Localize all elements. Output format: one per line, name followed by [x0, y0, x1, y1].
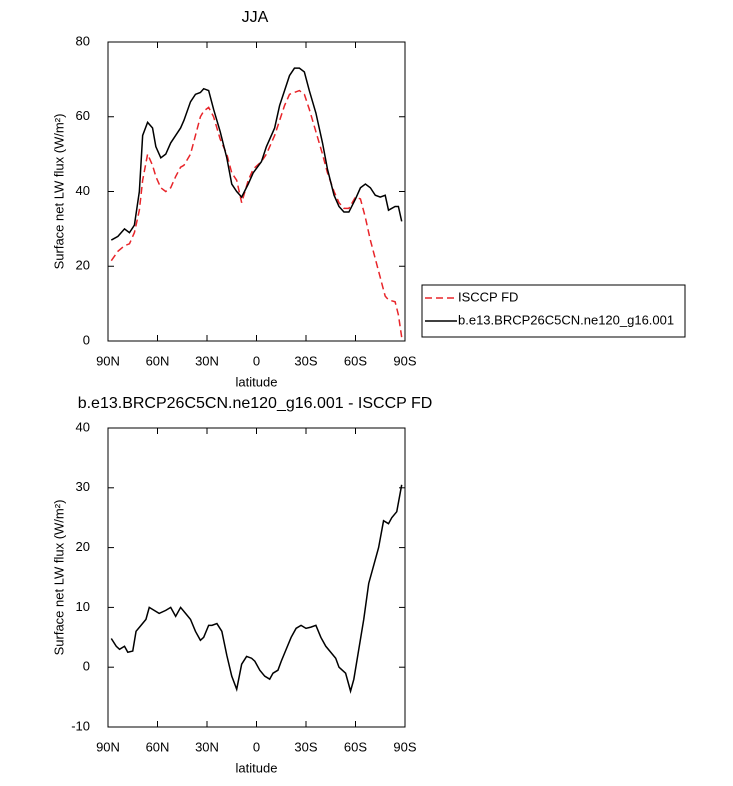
- data-line: [110, 484, 403, 694]
- y-tick-label: 30: [76, 479, 90, 494]
- x-tick-label: 90S: [393, 739, 416, 754]
- x-tick-label: 0: [253, 739, 260, 754]
- x-axis-label: latitude: [236, 374, 278, 389]
- plot-frame: [107, 41, 406, 342]
- plot-frame: [107, 427, 406, 728]
- chart-title: JJA: [242, 9, 269, 26]
- x-tick-label: 90S: [393, 353, 416, 368]
- legend-box: [421, 284, 686, 338]
- x-tick-label: 60S: [344, 353, 367, 368]
- chart-title: b.e13.BRCP26C5CN.ne120_g16.001 - ISCCP F…: [78, 395, 433, 412]
- y-tick-label: 20: [76, 539, 90, 554]
- x-tick-label: 60N: [146, 739, 170, 754]
- x-tick-label: 30S: [294, 739, 317, 754]
- x-tick-label: 90N: [96, 353, 120, 368]
- x-tick-label: 90N: [96, 739, 120, 754]
- y-tick-label: 20: [76, 258, 90, 273]
- y-tick-label: 0: [83, 659, 90, 674]
- data-line: [110, 67, 403, 241]
- legend-label: ISCCP FD: [458, 289, 518, 304]
- y-tick-label: 40: [76, 419, 90, 434]
- x-axis-label: latitude: [236, 760, 278, 775]
- x-tick-label: 30N: [195, 353, 219, 368]
- y-tick-label: -10: [71, 718, 90, 733]
- x-tick-label: 0: [253, 353, 260, 368]
- x-tick-label: 30N: [195, 739, 219, 754]
- legend-label: b.e13.BRCP26C5CN.ne120_g16.001: [458, 312, 674, 327]
- y-tick-label: 60: [76, 108, 90, 123]
- x-tick-label: 30S: [294, 353, 317, 368]
- y-tick-label: 0: [83, 332, 90, 347]
- x-tick-label: 60S: [344, 739, 367, 754]
- y-axis-label: Surface net LW flux (W/m²): [51, 500, 66, 656]
- y-axis-label: Surface net LW flux (W/m²): [51, 114, 66, 270]
- y-tick-label: 40: [76, 183, 90, 198]
- x-tick-label: 60N: [146, 353, 170, 368]
- data-line: [110, 89, 403, 338]
- y-tick-label: 80: [76, 33, 90, 48]
- y-tick-label: 10: [76, 599, 90, 614]
